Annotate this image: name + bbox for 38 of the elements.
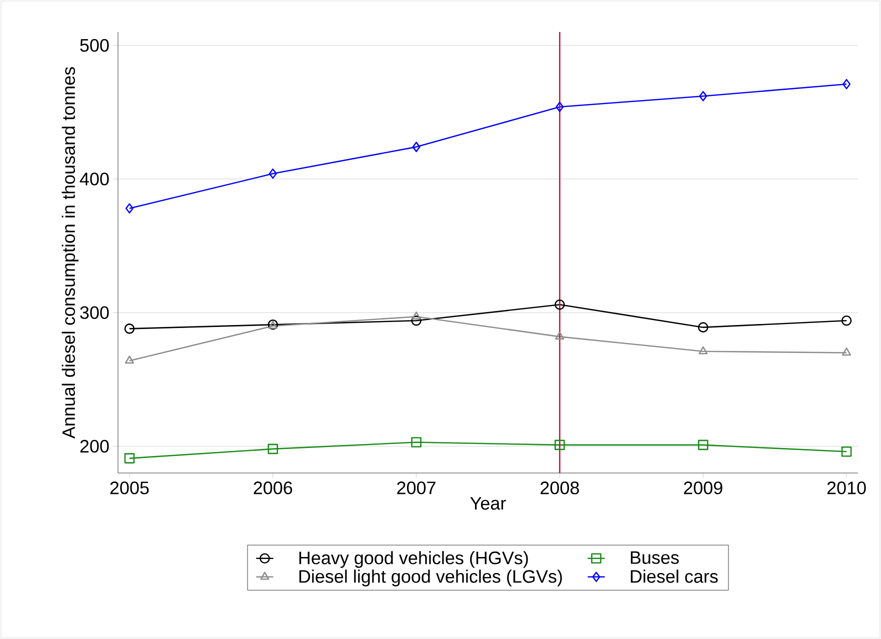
point — [841, 446, 852, 457]
point — [125, 203, 134, 214]
y-tick-label: 300 — [80, 306, 109, 320]
y-tick-label: 500 — [80, 38, 109, 52]
x-tick-label: 2008 — [540, 482, 579, 494]
legend-label: Diesel light good vehicles (LGVs) — [299, 570, 562, 586]
point — [555, 332, 564, 340]
point — [268, 168, 277, 179]
point — [412, 311, 421, 320]
point — [124, 453, 135, 464]
x-tick-label: 2010 — [827, 482, 866, 494]
point — [268, 444, 278, 454]
x-axis-title: Year — [470, 497, 506, 510]
point — [699, 91, 708, 102]
point — [841, 316, 852, 326]
legend-label: Diesel cars — [630, 570, 718, 583]
point — [698, 346, 708, 354]
y-tick-label: 200 — [80, 440, 109, 453]
point — [124, 324, 135, 334]
point — [412, 142, 420, 152]
legend-label: Buses — [630, 551, 679, 564]
y-axis-title: Annual diesel consumption in thousand tonnes — [62, 67, 79, 439]
point — [842, 78, 851, 90]
point — [842, 348, 852, 356]
x-tick-label: 2005 — [110, 482, 149, 494]
x-tick-label: 2009 — [684, 482, 722, 494]
point — [411, 316, 422, 326]
point — [698, 322, 708, 332]
point — [554, 440, 565, 450]
x-tick-label: 2007 — [397, 482, 436, 494]
point — [124, 356, 134, 364]
point — [556, 102, 564, 112]
point — [411, 437, 422, 448]
point — [698, 440, 708, 450]
x-tick-label: 2006 — [254, 482, 292, 494]
y-tick-label: 400 — [80, 172, 109, 186]
legend-label: Heavy good vehicles (HGVs) — [299, 551, 528, 568]
point — [554, 299, 565, 310]
